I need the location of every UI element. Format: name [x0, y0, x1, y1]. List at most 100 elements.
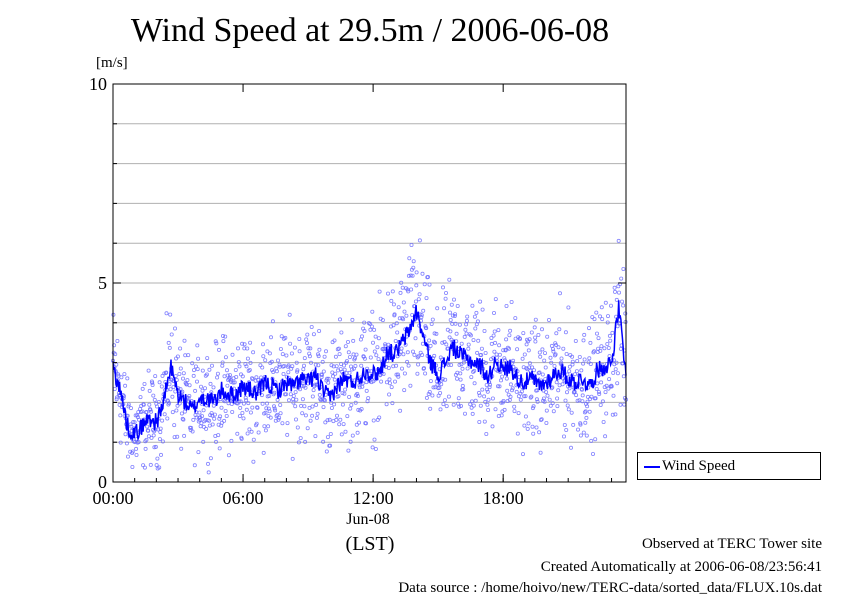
sample-point	[531, 431, 536, 436]
sample-point	[535, 399, 540, 404]
sample-point	[279, 334, 284, 339]
sample-point	[595, 381, 600, 386]
sample-point	[464, 331, 469, 336]
sample-point	[189, 425, 194, 430]
sample-point	[581, 338, 586, 343]
sample-point	[391, 302, 396, 307]
sample-point	[179, 411, 184, 416]
sample-point	[578, 422, 583, 427]
sample-point	[175, 403, 180, 408]
sample-point	[493, 297, 498, 302]
sample-point	[559, 356, 564, 361]
sample-point	[415, 371, 420, 376]
sample-point	[451, 402, 456, 407]
sample-point	[245, 346, 250, 351]
sample-point	[191, 368, 196, 373]
sample-point	[521, 331, 526, 336]
y-tick-label: 0	[98, 472, 107, 492]
sample-point	[479, 352, 484, 357]
sample-point	[169, 332, 174, 337]
sample-point	[491, 333, 496, 338]
legend-line-swatch	[644, 466, 660, 468]
sample-point	[319, 372, 324, 377]
sample-point	[285, 432, 290, 437]
sample-point	[260, 401, 265, 406]
sample-point	[343, 429, 348, 434]
sample-point	[196, 356, 201, 361]
sample-point	[548, 403, 553, 408]
sample-point	[480, 307, 485, 312]
sample-point	[394, 321, 399, 326]
sample-point	[182, 433, 187, 438]
sample-point	[150, 382, 155, 387]
sample-point	[446, 362, 451, 367]
sample-point	[492, 349, 497, 354]
sample-point	[526, 421, 531, 426]
axis-tick-labels: 0 5 10 00:00 06:00 12:00 18:00	[89, 74, 524, 508]
sample-point	[209, 363, 214, 368]
sample-point	[348, 406, 353, 411]
sample-point	[269, 359, 274, 364]
sample-point	[410, 349, 415, 354]
sample-point	[295, 368, 300, 373]
sample-point	[459, 341, 464, 346]
sample-point	[303, 413, 308, 418]
sample-point	[595, 331, 600, 336]
sample-point	[427, 338, 432, 343]
sample-point	[402, 309, 407, 314]
sample-point	[507, 333, 512, 338]
sample-point	[164, 370, 169, 375]
sample-point	[540, 372, 545, 377]
sample-point	[220, 363, 225, 368]
sample-point	[130, 449, 135, 454]
sample-point	[352, 356, 357, 361]
sample-point	[222, 418, 227, 423]
sample-point	[234, 374, 239, 379]
sample-point	[610, 412, 615, 417]
sample-point	[362, 328, 367, 333]
sample-point	[152, 397, 157, 402]
sample-point	[525, 426, 530, 431]
sample-point	[271, 404, 276, 409]
sample-point	[611, 393, 616, 398]
sample-point	[323, 349, 328, 354]
sample-point	[483, 399, 488, 404]
sample-point	[572, 389, 577, 394]
sample-point	[359, 363, 364, 368]
sample-point	[264, 406, 269, 411]
sample-point	[328, 431, 333, 436]
sample-point	[494, 352, 499, 357]
sample-point	[569, 445, 574, 450]
sample-point	[194, 415, 199, 420]
sample-point	[207, 367, 212, 372]
sample-point	[482, 394, 487, 399]
sample-point	[167, 401, 172, 406]
sample-point	[213, 439, 218, 444]
sample-point	[392, 379, 397, 384]
sample-point	[185, 378, 190, 383]
sample-point	[530, 365, 535, 370]
sample-point	[392, 312, 397, 317]
axis-ticks	[112, 83, 626, 483]
sample-point	[223, 355, 228, 360]
sample-point	[466, 346, 471, 351]
sample-point	[506, 392, 511, 397]
sample-point	[284, 353, 289, 358]
sample-point	[519, 389, 524, 394]
sample-point	[609, 384, 614, 389]
sample-point	[305, 332, 310, 337]
sample-point	[171, 385, 176, 390]
sample-point	[132, 420, 137, 425]
sample-point	[447, 310, 452, 315]
sample-point	[359, 406, 364, 411]
sample-point	[214, 341, 219, 346]
sample-point	[372, 327, 377, 332]
sample-point	[263, 358, 268, 363]
sample-point	[468, 402, 473, 407]
sample-point	[138, 395, 143, 400]
sample-point	[526, 348, 531, 353]
sample-point	[599, 305, 604, 310]
sample-point	[461, 387, 466, 392]
sample-point	[569, 410, 574, 415]
sample-point	[193, 364, 198, 369]
